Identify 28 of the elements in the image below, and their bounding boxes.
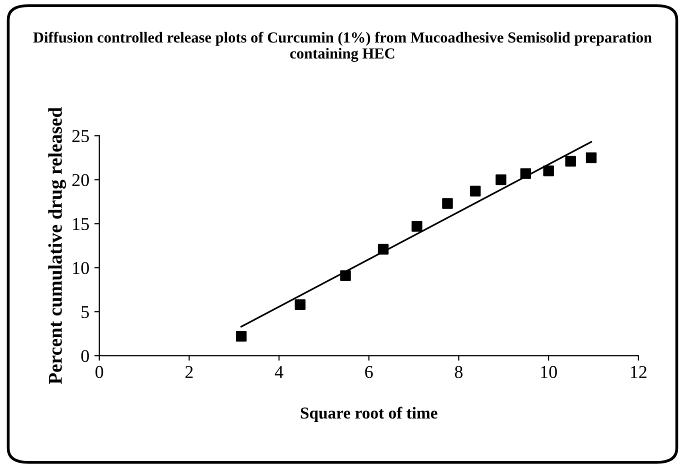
y-tick-label: 25 — [72, 130, 89, 142]
x-tick-label: 10 — [541, 366, 557, 378]
point — [586, 152, 597, 164]
point — [378, 244, 389, 255]
y-tick-label: 10 — [73, 262, 89, 274]
x-tick-label: 4 — [274, 366, 284, 378]
point — [340, 270, 351, 281]
point — [442, 198, 453, 209]
chart-title: Diffusion controlled release plots of Curcumin (1%) from Mucoadhesive Semisolid preparation containing HEC — [33, 32, 652, 62]
point — [470, 186, 481, 197]
point — [565, 156, 576, 167]
x-tick-label: 8 — [454, 366, 463, 378]
y-tick-label: 0 — [81, 350, 89, 362]
y-tick-label: 15 — [73, 218, 89, 230]
y-tick-label: 5 — [82, 306, 89, 318]
x-tick-label: 0 — [96, 366, 104, 378]
point — [496, 174, 506, 186]
x-tick-label: 6 — [365, 366, 373, 378]
point — [520, 168, 532, 179]
x-axis-title: Square root of time — [300, 406, 438, 422]
x-tick-label: 2 — [185, 366, 193, 378]
y-tick-label: 20 — [72, 174, 89, 186]
point — [543, 166, 554, 176]
point — [236, 330, 247, 342]
x-tick-label: 12 — [630, 366, 646, 378]
point — [294, 299, 306, 310]
point — [412, 220, 422, 232]
y-axis-title: Percent cumulative drug released — [48, 107, 66, 384]
